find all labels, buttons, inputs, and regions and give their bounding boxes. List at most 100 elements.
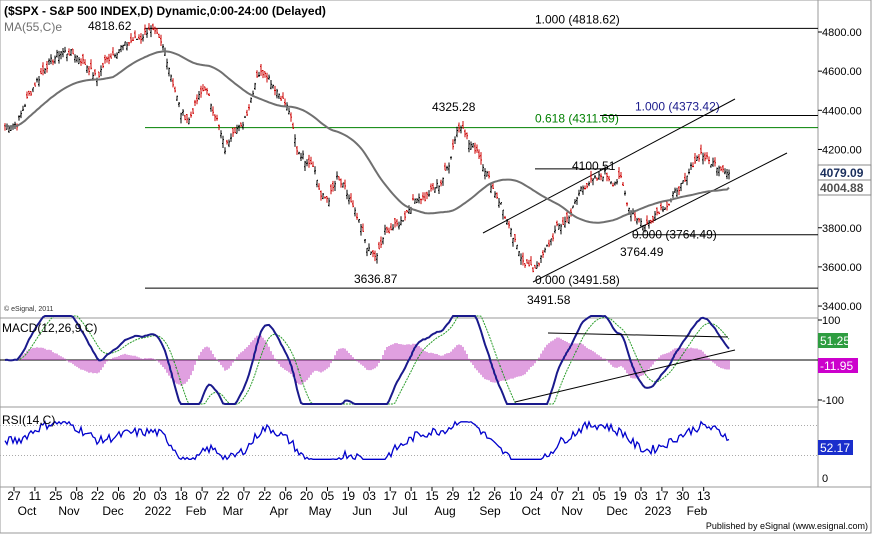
price-ytick-label: 4400.00 bbox=[822, 105, 862, 117]
x-month-label: Sep bbox=[479, 504, 501, 518]
price-annotation: 4100.51 bbox=[572, 159, 616, 173]
x-month-label: Mar bbox=[223, 504, 244, 518]
x-day-label: 03 bbox=[154, 489, 168, 503]
x-month-label: Oct bbox=[18, 504, 37, 518]
x-day-label: 07 bbox=[551, 489, 565, 503]
x-day-label: 17 bbox=[384, 489, 398, 503]
price-ytick-label: 3600.00 bbox=[822, 262, 862, 274]
ma-value-box bbox=[817, 179, 872, 196]
fib-label-3764: 0.000 (3764.49) bbox=[632, 228, 717, 242]
x-day-label: 30 bbox=[676, 489, 690, 503]
x-day-label: 19 bbox=[613, 489, 627, 503]
x-day-label: 06 bbox=[112, 489, 126, 503]
x-day-label: 05 bbox=[593, 489, 607, 503]
x-day-label: 24 bbox=[530, 489, 544, 503]
price-ytick-label: 3800.00 bbox=[822, 223, 862, 235]
price-annotation: 3491.58 bbox=[527, 293, 571, 307]
x-day-label: 22 bbox=[91, 489, 105, 503]
x-month-label: Oct bbox=[522, 504, 541, 518]
ma-value-label: 4004.88 bbox=[820, 181, 864, 195]
ma55-line bbox=[4, 50, 730, 224]
x-day-label: 07 bbox=[237, 489, 251, 503]
x-month-label: Feb bbox=[186, 504, 207, 518]
x-day-label: 20 bbox=[133, 489, 147, 503]
price-ytick-label: 4200.00 bbox=[822, 144, 862, 156]
price-ytick-label: 3400.00 bbox=[822, 301, 862, 313]
x-day-label: 22 bbox=[258, 489, 272, 503]
price-annotation: 3764.49 bbox=[620, 245, 664, 259]
x-day-label: 11 bbox=[29, 489, 42, 503]
macd-value-label: 51.25 bbox=[820, 334, 850, 348]
rsi-ytick-label: 0 bbox=[822, 473, 828, 485]
ma-label: MA(55,C)e bbox=[4, 20, 62, 34]
published-label: Published by eSignal (www.esignal.com) bbox=[706, 521, 868, 531]
price-ytick-label: 4600.00 bbox=[822, 66, 862, 78]
x-day-label: 29 bbox=[446, 489, 460, 503]
last-close-label: 4079.09 bbox=[820, 166, 864, 180]
x-day-label: 03 bbox=[634, 489, 648, 503]
price-annotation: 3636.87 bbox=[354, 272, 398, 286]
macd-support-line bbox=[514, 349, 736, 403]
macd-hist-box bbox=[818, 358, 858, 373]
macd-line bbox=[4, 314, 730, 405]
x-day-label: 10 bbox=[509, 489, 523, 503]
x-day-label: 26 bbox=[488, 489, 502, 503]
x-month-label: Feb bbox=[687, 504, 708, 518]
x-day-label: 13 bbox=[697, 489, 711, 503]
x-month-label: Aug bbox=[434, 504, 455, 518]
macd-hist-label: -11.95 bbox=[820, 359, 853, 373]
x-day-label: 15 bbox=[425, 489, 439, 503]
chart-title: ($SPX - S&P 500 INDEX,D) Dynamic,0:00-24… bbox=[4, 4, 326, 18]
fib-label-4373: 1.000 (4373.42) bbox=[635, 100, 720, 114]
x-day-label: 01 bbox=[404, 489, 418, 503]
x-day-label: 06 bbox=[279, 489, 293, 503]
x-day-label: 17 bbox=[655, 489, 669, 503]
macd-ytick-label: 100 bbox=[822, 315, 840, 327]
fib-label-3491: 0.000 (3491.58) bbox=[535, 273, 620, 287]
macd-resistance-line bbox=[547, 332, 729, 338]
x-day-label: 27 bbox=[7, 489, 21, 503]
x-day-label: 21 bbox=[572, 489, 586, 503]
x-day-label: 07 bbox=[195, 489, 209, 503]
rsi-panel bbox=[0, 406, 819, 488]
channel-upper-line bbox=[482, 98, 736, 234]
x-month-label: Apr bbox=[270, 504, 289, 518]
x-day-label: 25 bbox=[49, 489, 63, 503]
price-annotation: 4818.62 bbox=[88, 19, 132, 33]
fib-label-4311: 0.618 (4311.69) bbox=[535, 112, 619, 126]
x-day-label: 22 bbox=[216, 489, 230, 503]
x-month-label: Jun bbox=[352, 504, 371, 518]
x-day-label: 05 bbox=[321, 489, 335, 503]
macd-value-box bbox=[818, 333, 848, 348]
x-day-label: 20 bbox=[300, 489, 314, 503]
channel-lower-line bbox=[532, 152, 788, 283]
x-month-label: Dec bbox=[606, 504, 627, 518]
macd-label: MACD(12,26,9,C) bbox=[2, 321, 97, 335]
price-annotation: 4325.28 bbox=[432, 100, 476, 114]
x-day-label: 12 bbox=[467, 489, 481, 503]
rsi-line bbox=[4, 419, 730, 461]
x-month-label: Nov bbox=[58, 504, 79, 518]
rsi-value-box bbox=[818, 440, 853, 455]
macd-panel bbox=[0, 317, 819, 408]
right-axis bbox=[817, 0, 872, 488]
x-month-label: 2023 bbox=[645, 504, 672, 518]
price-panel bbox=[0, 0, 819, 319]
bottom-axis bbox=[0, 486, 872, 534]
fib-label-4818: 1.000 (4818.62) bbox=[535, 12, 620, 26]
x-month-label: Nov bbox=[561, 504, 582, 518]
x-day-label: 18 bbox=[175, 489, 189, 503]
rsi-value-label: 52.17 bbox=[820, 441, 850, 455]
x-month-label: Dec bbox=[102, 504, 123, 518]
macd-ytick-label: -100 bbox=[822, 395, 844, 407]
copyright-label: © eSignal, 2011 bbox=[4, 305, 54, 313]
x-month-label: Jul bbox=[392, 504, 407, 518]
rsi-label: RSI(14,C) bbox=[2, 413, 55, 427]
x-month-label: May bbox=[309, 504, 332, 518]
x-day-label: 03 bbox=[363, 489, 377, 503]
x-month-label: 2022 bbox=[145, 504, 172, 518]
price-ytick-label: 4800.00 bbox=[822, 27, 862, 39]
x-day-label: 19 bbox=[342, 489, 356, 503]
x-day-label: 08 bbox=[70, 489, 84, 503]
